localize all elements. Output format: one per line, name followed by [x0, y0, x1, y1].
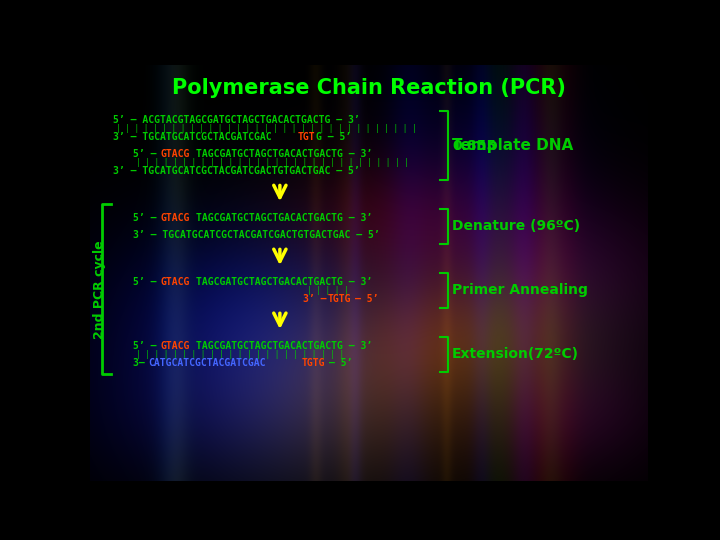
Text: TAGCGATGCTAGCTGACACTGACTG – 3’: TAGCGATGCTAGCTGACACTGACTG – 3’ [196, 213, 372, 223]
Text: 3’ – TGCATGCATCGCTACGATCGACTGTGACTGAC – 5’: 3’ – TGCATGCATCGCTACGATCGACTGTGACTGAC – … [113, 166, 360, 176]
Text: – 5’: – 5’ [355, 294, 379, 304]
Text: Primer Annealing: Primer Annealing [452, 284, 588, 298]
Text: 3’ – TGCATGCATCGCTACGATCGAC: 3’ – TGCATGCATCGCTACGATCGAC [113, 132, 272, 142]
Text: 0.855: 0.855 [452, 139, 496, 153]
Text: 5’ –: 5’ – [132, 149, 162, 159]
Text: TGT: TGT [297, 132, 315, 142]
Text: 5’ – ACGTACGTAGCGATGCTAGCTGACACTGACTG – 3’: 5’ – ACGTACGTAGCGATGCTAGCTGACACTGACTG – … [113, 115, 360, 125]
Text: Polymerase Chain Reaction (PCR): Polymerase Chain Reaction (PCR) [172, 78, 566, 98]
Text: GTACG: GTACG [161, 341, 190, 351]
Text: TAGCGATGCTAGCTGACACTGACTG – 3’: TAGCGATGCTAGCTGACACTGACTG – 3’ [196, 149, 372, 159]
Text: Extension(72ºC): Extension(72ºC) [452, 347, 579, 361]
Text: | | | | |: | | | | | [307, 286, 348, 295]
Text: – 5’: – 5’ [330, 358, 353, 368]
Text: 3–: 3– [132, 358, 150, 368]
Text: G – 5’: G – 5’ [316, 132, 351, 142]
Text: GTACG: GTACG [161, 149, 190, 159]
Text: TGTG: TGTG [328, 294, 351, 304]
Text: GTACG: GTACG [161, 277, 190, 287]
Text: Template DNA: Template DNA [452, 138, 573, 153]
Text: 3’ – TGCATGCATCGCTACGATCGACTGTGACTGAC – 5’: 3’ – TGCATGCATCGCTACGATCGACTGTGACTGAC – … [132, 230, 379, 240]
Text: | | | | | | | | | | | | | | | | | | | | | | |: | | | | | | | | | | | | | | | | | | | | … [136, 350, 344, 359]
Text: TAGCGATGCTAGCTGACACTGACTG – 3’: TAGCGATGCTAGCTGACACTGACTG – 3’ [196, 277, 372, 287]
Text: 5’ –: 5’ – [132, 341, 162, 351]
Text: | | | | | | | | | | | | | | | | | | | | | | | | | | | | | |: | | | | | | | | | | | | | | | | | | | | … [136, 158, 409, 167]
Text: TAGCGATGCTAGCTGACACTGACTG – 3’: TAGCGATGCTAGCTGACACTGACTG – 3’ [196, 341, 372, 351]
Text: Denature (96ºC): Denature (96ºC) [452, 219, 580, 233]
Text: 5’ –: 5’ – [132, 277, 162, 287]
Text: GTACG: GTACG [161, 213, 190, 223]
Text: CATGCATCGCTACGATCGAC: CATGCATCGCTACGATCGAC [148, 358, 266, 368]
Text: | | | | | | | | | | | | | | | | | | | | | | | | | | | | | | | | |: | | | | | | | | | | | | | | | | | | | | … [117, 124, 417, 133]
Text: 5’ –: 5’ – [132, 213, 162, 223]
Text: 2nd PCR cycle: 2nd PCR cycle [93, 240, 106, 339]
Text: TGTG: TGTG [302, 358, 325, 368]
Text: 3’ –: 3’ – [303, 294, 333, 304]
